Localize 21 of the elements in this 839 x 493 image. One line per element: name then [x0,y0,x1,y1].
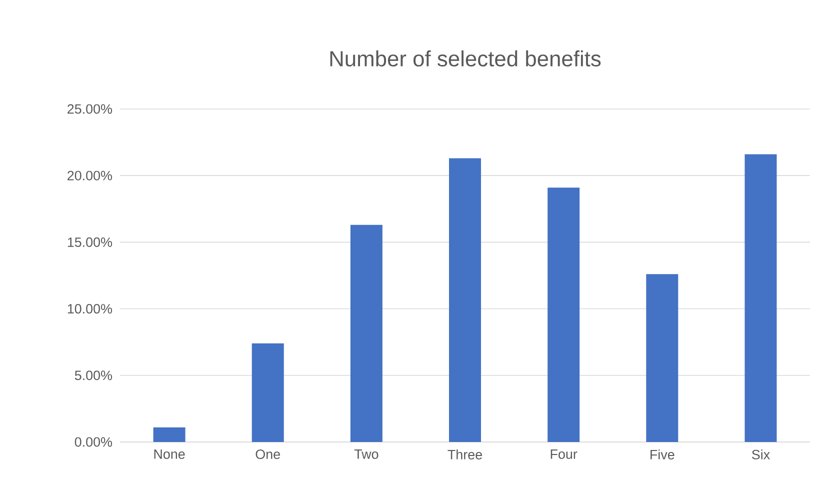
x-tick-label: Five [650,450,674,460]
bar [449,158,482,442]
x-tick-label: One [256,450,280,460]
y-tick-label: 0.00% [74,437,112,447]
bar [252,343,284,442]
x-tick-label: Six [752,450,770,460]
x-tick-label: Two [354,450,378,459]
chart-title: Number of selected benefits [330,50,601,66]
y-tick-label: 25.00% [68,104,112,114]
x-tick-label: Three [448,450,482,460]
y-tick-label: 15.00% [68,237,112,247]
bar [548,188,580,442]
bar [153,427,186,442]
y-tick-label: 5.00% [74,370,112,380]
bar [744,154,777,442]
y-tick-label: 20.00% [68,170,112,180]
x-tick-label: Four [550,450,578,459]
bar [350,224,382,442]
y-tick-label: 10.00% [68,304,112,314]
x-tick-label: None [154,450,185,459]
bar [646,274,678,442]
